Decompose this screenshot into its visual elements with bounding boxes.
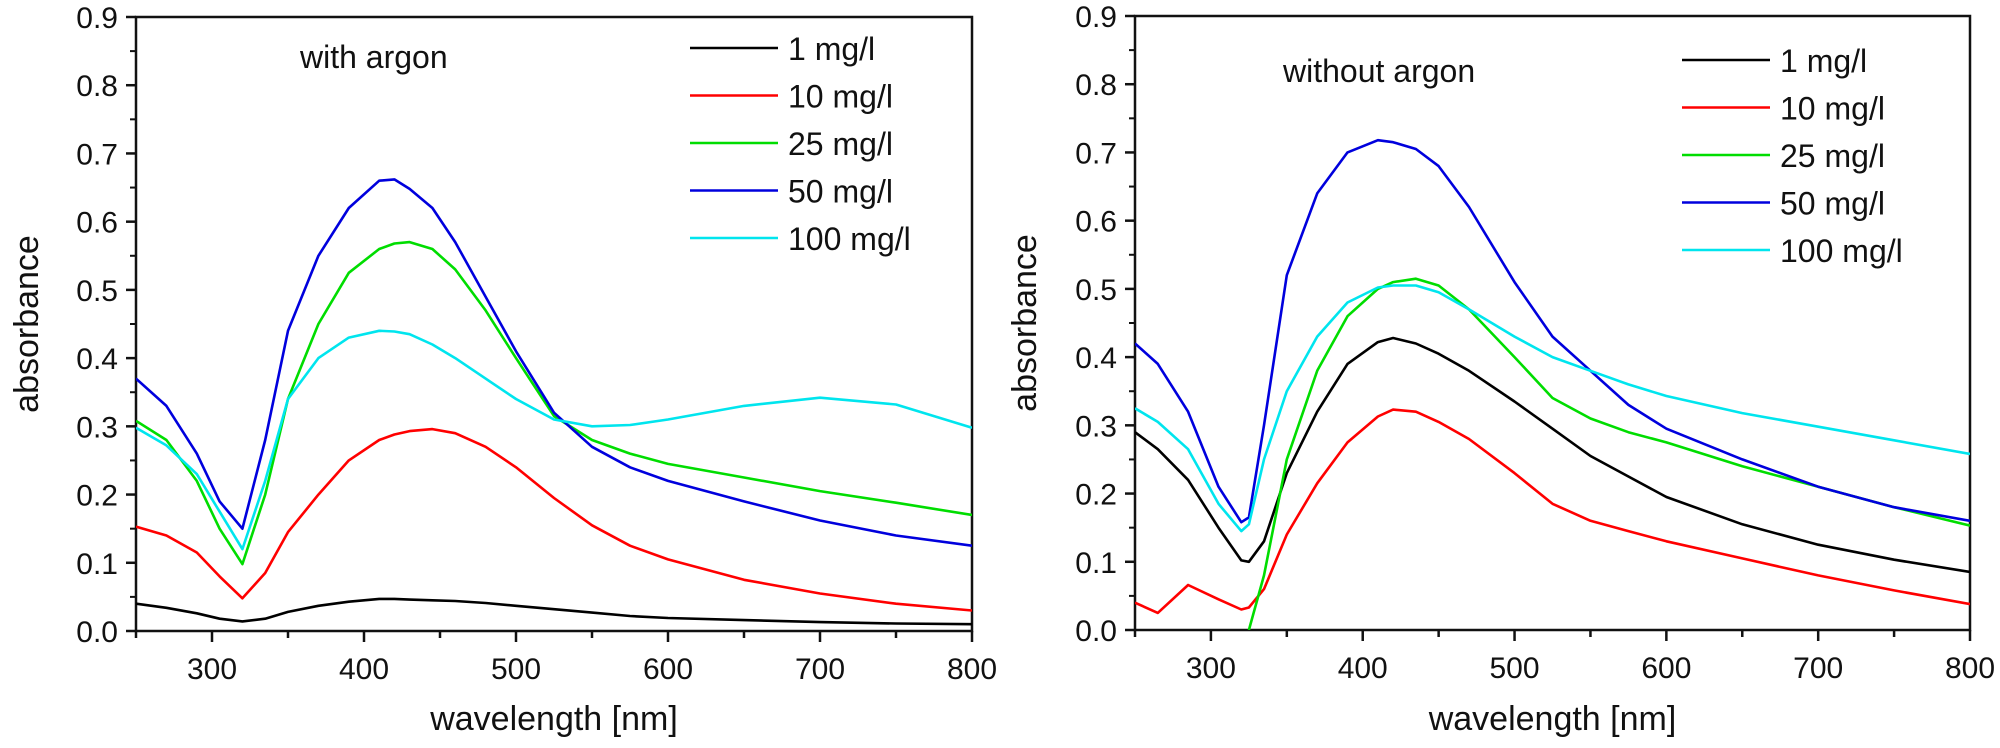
legend-item: 1 mg/l (690, 31, 875, 67)
annotation-without-argon: without argon (1282, 53, 1475, 89)
legend-label: 1 mg/l (1780, 43, 1867, 79)
x-tick-label: 600 (1641, 652, 1691, 685)
y-tick-label: 0.5 (1075, 274, 1117, 307)
legend-label: 1 mg/l (788, 31, 875, 67)
legend-item: 50 mg/l (1682, 186, 1885, 222)
series-lines (136, 178, 972, 626)
y-tick-label: 0.3 (76, 411, 118, 444)
annotation-with-argon: with argon (299, 39, 448, 75)
legend-item: 100 mg/l (690, 221, 911, 257)
y-tick-label: 0.5 (76, 275, 118, 308)
x-tick-label: 600 (643, 653, 693, 686)
series-line-100-mg-l (1135, 284, 1970, 533)
y-axis-title: absorbance (8, 235, 46, 413)
y-tick-label: 0.9 (1075, 1, 1117, 34)
series-line-25-mg-l (1247, 277, 1970, 630)
x-tick-label: 500 (1490, 652, 1540, 685)
y-tick-label: 0.8 (76, 70, 118, 103)
x-tick-label: 500 (491, 653, 541, 686)
chart-with-argon: 0.0 0.1 0.2 0.3 0.4 0.5 0.6 0.7 0.8 0.9 300 400 500 6… (8, 2, 997, 738)
series-line-1-mg-l (136, 597, 972, 626)
legend-label: 25 mg/l (1780, 138, 1885, 174)
y-tick-label: 0.0 (76, 616, 118, 649)
legend-item: 25 mg/l (690, 126, 893, 162)
series-line-100-mg-l (136, 329, 972, 551)
x-tick-label: 400 (1338, 652, 1388, 685)
series-line-1-mg-l (1135, 336, 1970, 574)
legend-label: 25 mg/l (788, 126, 893, 162)
y-tick-label: 0.2 (76, 480, 118, 513)
legend-item: 10 mg/l (1682, 91, 1885, 127)
x-tick-label: 400 (339, 653, 389, 686)
legend-label: 50 mg/l (1780, 186, 1885, 222)
y-tick-label: 0.4 (76, 343, 118, 376)
legend: 1 mg/l 10 mg/l 25 mg/l 50 mg/l 100 mg/l (1682, 43, 1903, 269)
y-tick-label: 0.6 (76, 207, 118, 240)
legend-label: 10 mg/l (1780, 91, 1885, 127)
x-tick-label: 800 (947, 653, 997, 686)
series-line-25-mg-l (136, 240, 972, 566)
y-tick-label: 0.3 (1075, 410, 1117, 443)
series-line-10-mg-l (1135, 408, 1970, 615)
y-tick-label: 0.2 (1075, 479, 1117, 512)
legend-item: 100 mg/l (1682, 233, 1903, 269)
x-tick-label: 700 (1793, 652, 1843, 685)
chart-without-argon: 0.0 0.1 0.2 0.3 0.4 0.5 0.6 0.7 0.8 0.9 300 400 500 6… (1006, 1, 1995, 738)
legend-label: 100 mg/l (788, 221, 911, 257)
x-tick-label: 300 (1186, 652, 1236, 685)
y-tick-label: 0.1 (76, 548, 118, 581)
legend-item: 1 mg/l (1682, 43, 1867, 79)
legend-item: 50 mg/l (690, 174, 893, 210)
y-axis-title: absorbance (1006, 234, 1044, 412)
y-tick-label: 0.0 (1075, 615, 1117, 648)
series-line-50-mg-l (1135, 138, 1970, 524)
y-tick-label: 0.6 (1075, 206, 1117, 239)
x-tick-label: 300 (187, 653, 237, 686)
legend-label: 50 mg/l (788, 174, 893, 210)
y-tick-label: 0.7 (1075, 137, 1117, 170)
legend-label: 100 mg/l (1780, 233, 1903, 269)
series-line-10-mg-l (136, 427, 972, 612)
y-tick-label: 0.4 (1075, 342, 1117, 375)
legend: 1 mg/l 10 mg/l 25 mg/l 50 mg/l 100 mg/l (690, 31, 911, 257)
series-lines (1135, 138, 1970, 630)
legend-item: 10 mg/l (690, 79, 893, 115)
x-tick-label: 700 (795, 653, 845, 686)
y-tick-label: 0.7 (76, 138, 118, 171)
x-tick-label: 800 (1945, 652, 1995, 685)
x-axis-title: wavelength [nm] (429, 700, 678, 738)
series-line-50-mg-l (136, 178, 972, 547)
y-tick-label: 0.8 (1075, 69, 1117, 102)
legend-item: 25 mg/l (1682, 138, 1885, 174)
legend-label: 10 mg/l (788, 79, 893, 115)
y-tick-label: 0.9 (76, 2, 118, 35)
x-axis-title: wavelength [nm] (1428, 700, 1677, 738)
y-tick-label: 0.1 (1075, 547, 1117, 580)
